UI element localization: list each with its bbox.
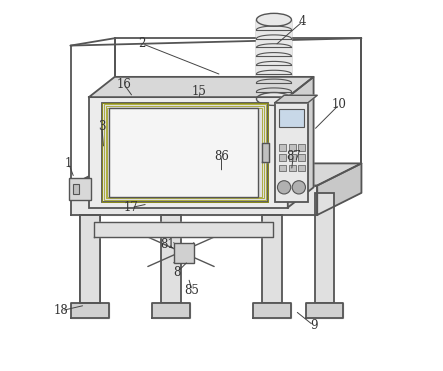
Polygon shape [317,163,361,215]
Text: 2: 2 [139,37,146,50]
Polygon shape [70,303,109,318]
Bar [105,106,264,198]
Text: 18: 18 [54,304,69,317]
Polygon shape [256,20,291,99]
Polygon shape [70,186,317,215]
FancyBboxPatch shape [80,215,100,303]
FancyBboxPatch shape [74,184,79,194]
Bar [299,164,305,171]
FancyBboxPatch shape [275,103,308,202]
Polygon shape [253,303,291,318]
Text: 87: 87 [286,150,301,162]
Text: 16: 16 [117,78,132,91]
Text: 8: 8 [174,266,181,279]
Bar [289,144,295,151]
FancyBboxPatch shape [80,215,100,303]
Bar [279,144,286,151]
FancyBboxPatch shape [102,103,268,202]
FancyBboxPatch shape [315,193,334,303]
Polygon shape [306,303,343,318]
Text: 4: 4 [299,15,306,28]
Text: 86: 86 [214,150,229,162]
Text: 81: 81 [161,238,175,251]
Text: 85: 85 [185,284,199,297]
Polygon shape [288,77,314,208]
Bar [102,103,268,202]
Ellipse shape [256,92,291,105]
Text: 15: 15 [192,85,207,98]
Text: 9: 9 [310,319,317,332]
Text: 3: 3 [98,120,105,133]
Bar [299,144,305,151]
Text: 17: 17 [124,201,139,214]
Circle shape [277,181,291,194]
Bar [107,108,262,197]
FancyBboxPatch shape [109,108,258,197]
Polygon shape [262,143,268,161]
Text: 10: 10 [332,98,347,111]
FancyBboxPatch shape [89,97,288,208]
Text: 1: 1 [65,157,72,170]
FancyBboxPatch shape [279,109,304,127]
Polygon shape [275,95,317,103]
Bar [279,154,286,161]
FancyBboxPatch shape [174,243,194,263]
Bar [104,105,266,200]
Bar [289,154,295,161]
Circle shape [292,181,306,194]
Polygon shape [89,77,314,97]
Polygon shape [94,222,273,237]
Polygon shape [152,303,190,318]
Ellipse shape [256,13,291,26]
Bar [279,164,286,171]
Polygon shape [70,163,361,186]
FancyBboxPatch shape [69,178,91,200]
Bar [289,164,295,171]
FancyBboxPatch shape [161,215,181,303]
Bar [299,154,305,161]
FancyBboxPatch shape [262,215,282,303]
